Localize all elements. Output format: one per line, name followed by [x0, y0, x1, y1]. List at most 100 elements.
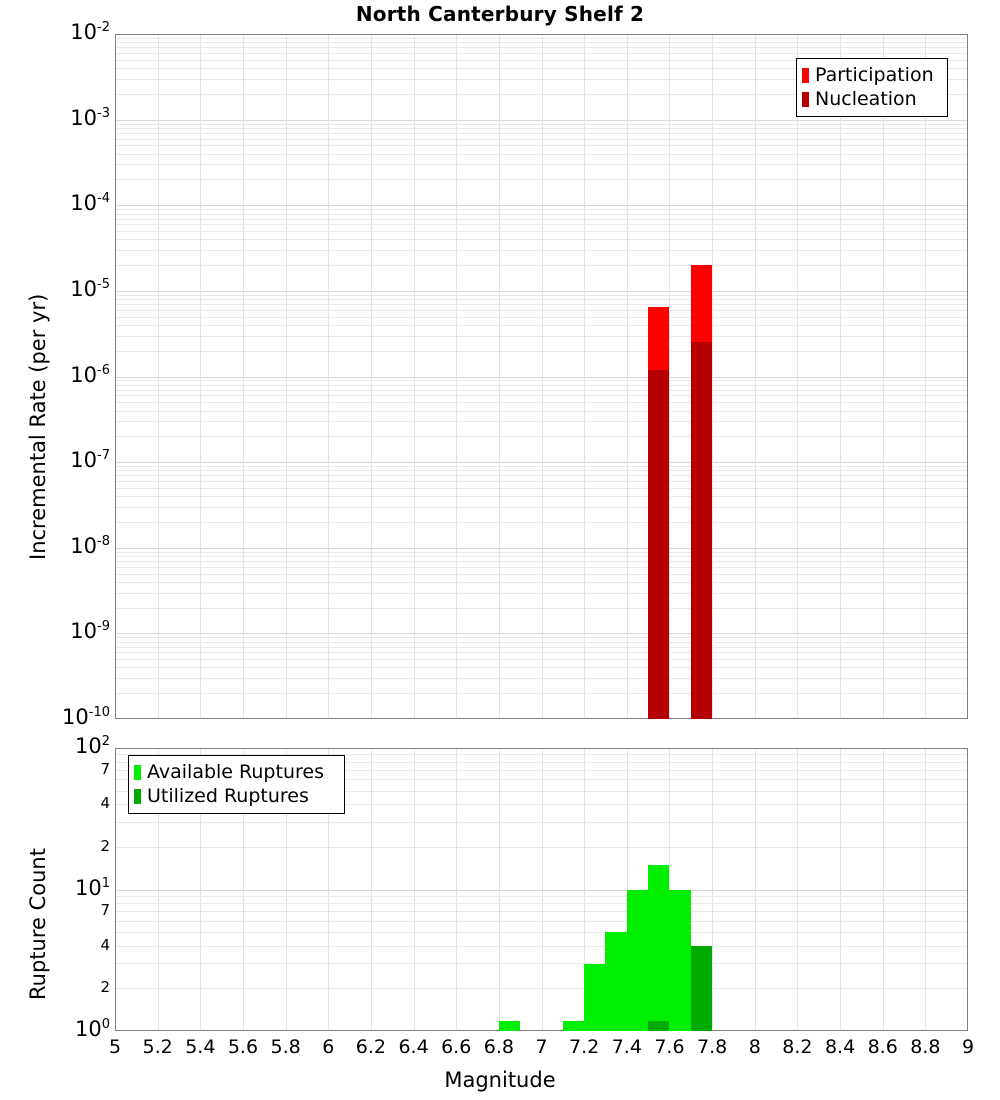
y-tick-label: 10-4 — [70, 191, 110, 216]
y-tick-label: 10-7 — [70, 448, 110, 473]
y-tick-label: 10-2 — [70, 20, 110, 44]
y-tick-label: 10-5 — [70, 276, 110, 301]
x-tick-label: 5.6 — [227, 1036, 259, 1058]
gridline-vertical — [882, 748, 884, 1031]
y-tick-label-minor: 2 — [100, 836, 110, 855]
gridline-vertical — [882, 34, 884, 719]
x-tick-label: 6.6 — [441, 1036, 472, 1058]
incremental-rate-canvas — [115, 34, 968, 719]
gridline-vertical — [157, 34, 159, 719]
rupture-count-y-axis-label: Rupture Count — [26, 848, 50, 1000]
gridline-vertical — [328, 34, 330, 719]
y-tick-label: 10-10 — [62, 705, 110, 729]
y-tick-label: 102 — [74, 734, 110, 758]
incremental-rate-legend: Participation Nucleation — [796, 58, 948, 117]
y-tick-label-minor: 4 — [100, 794, 110, 813]
gridline-vertical — [712, 748, 714, 1031]
x-tick-label: 6.8 — [483, 1036, 514, 1058]
x-tick-label: 8 — [748, 1036, 761, 1058]
x-tick-label: 6.2 — [355, 1036, 386, 1058]
gridline-vertical — [498, 34, 500, 719]
gridline-vertical — [925, 34, 927, 719]
y-tick-label: 10-3 — [70, 105, 110, 130]
gridline-vertical — [626, 34, 628, 719]
bar-available-ruptures-7.35 — [605, 932, 627, 1031]
gridline-vertical — [754, 34, 756, 719]
gridline-vertical — [498, 748, 500, 1031]
incremental-rate-y-axis-label: Incremental Rate (per yr) — [26, 293, 50, 560]
y-tick-label: 10-9 — [70, 619, 110, 644]
gridline-vertical — [285, 748, 287, 1031]
gridline-vertical — [712, 34, 714, 719]
gridline-vertical — [541, 748, 543, 1031]
x-tick-label: 9 — [961, 1036, 975, 1058]
y-tick-label-minor: 7 — [100, 759, 110, 778]
legend-item: Available Ruptures — [134, 760, 337, 784]
gridline-vertical — [584, 748, 586, 1031]
gridline-vertical — [797, 748, 799, 1031]
gridline-vertical — [370, 34, 372, 719]
x-tick-label: 7.2 — [569, 1036, 600, 1058]
gridline-vertical — [370, 748, 372, 1031]
x-tick-label: 7.6 — [654, 1036, 685, 1058]
legend-item: Utilized Ruptures — [134, 784, 337, 808]
bar-available-ruptures-7.15 — [562, 1021, 585, 1031]
legend-swatch-icon — [802, 67, 809, 83]
x-tick-label: 5.4 — [185, 1036, 216, 1058]
y-tick-label-minor: 4 — [100, 935, 110, 954]
legend-label: Utilized Ruptures — [147, 784, 309, 807]
legend-swatch-icon — [134, 788, 141, 804]
gridline-vertical — [456, 34, 458, 719]
gridline-vertical — [456, 748, 458, 1031]
bar-available-ruptures-7.45 — [626, 889, 649, 1031]
y-tick-label-minor: 7 — [100, 901, 110, 920]
gridline-vertical — [754, 748, 756, 1031]
x-tick-label: 5.8 — [270, 1036, 301, 1058]
gridline-vertical — [242, 748, 244, 1031]
rupture-count-legend: Available Ruptures Utilized Ruptures — [128, 755, 345, 814]
x-tick-label: 7 — [535, 1036, 548, 1058]
x-tick-label: 8.6 — [867, 1036, 898, 1058]
gridline-vertical — [541, 34, 543, 719]
bar-available-ruptures-7.65 — [669, 889, 691, 1031]
legend-label: Nucleation — [815, 87, 917, 110]
gridline-vertical — [840, 34, 842, 719]
gridline-vertical — [797, 34, 799, 719]
bar-nucleation-7.75 — [690, 342, 713, 719]
legend-label: Participation — [815, 63, 934, 86]
gridline-vertical — [115, 34, 116, 719]
x-tick-label: 5.2 — [142, 1036, 173, 1058]
y-tick-label: 10-6 — [70, 362, 110, 387]
y-tick-label: 101 — [74, 875, 110, 900]
page-title: North Canterbury Shelf 2 — [355, 2, 645, 26]
gridline-vertical — [200, 748, 202, 1031]
x-tick-label: 7.4 — [611, 1036, 642, 1058]
gridline-vertical — [200, 34, 202, 719]
gridline-vertical — [669, 34, 671, 719]
gridline-vertical — [328, 748, 330, 1031]
x-tick-label: 8.2 — [782, 1036, 813, 1058]
gridline-vertical — [242, 34, 244, 719]
x-tick-label: 6.4 — [398, 1036, 429, 1058]
y-tick-label: 100 — [74, 1017, 110, 1041]
bar-utilized-ruptures-7.55 — [648, 1021, 670, 1031]
gridline-vertical — [413, 34, 415, 719]
x-tick-label: 8.8 — [910, 1036, 941, 1058]
x-tick-label: 7.8 — [696, 1036, 728, 1058]
x-tick-label: 6 — [322, 1036, 335, 1058]
bar-nucleation-7.55 — [648, 369, 670, 719]
legend-item: Participation — [802, 63, 940, 87]
bar-available-ruptures-7.55 — [648, 864, 670, 1031]
gridline-vertical — [115, 748, 116, 1031]
rupture-count-canvas — [115, 748, 968, 1031]
y-tick-label-minor: 2 — [100, 978, 110, 997]
bar-utilized-ruptures-7.75 — [690, 945, 713, 1031]
legend-swatch-icon — [134, 764, 141, 780]
bar-available-ruptures-6.85 — [498, 1021, 521, 1031]
gridline-vertical — [925, 748, 927, 1031]
x-tick-label: 8.4 — [824, 1036, 856, 1058]
gridline-vertical — [840, 748, 842, 1031]
legend-item: Nucleation — [802, 87, 940, 111]
x-tick-label: 5 — [108, 1036, 122, 1058]
